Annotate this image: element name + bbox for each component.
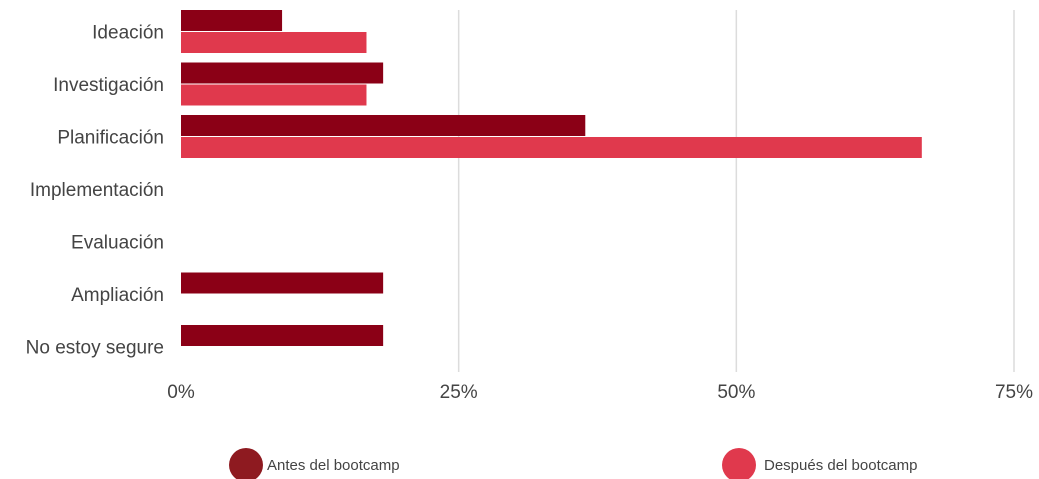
bar-antes xyxy=(181,325,384,346)
x-axis-tick-labels: 0% 25% 50% 75% xyxy=(167,382,1033,403)
category-labels: Ideación Investigación Planificación Implem… xyxy=(26,23,164,359)
bar-despues xyxy=(181,32,367,53)
x-tick-label: 0% xyxy=(167,382,195,403)
category-label: Investigación xyxy=(53,75,164,96)
bar-antes xyxy=(181,10,283,31)
x-tick-label: 75% xyxy=(995,382,1033,403)
bar-despues xyxy=(181,137,922,158)
legend-label: Después del bootcamp xyxy=(764,457,917,474)
bar-antes xyxy=(181,62,384,84)
bars xyxy=(181,10,922,346)
category-label: Implementación xyxy=(30,180,164,201)
x-tick-label: 25% xyxy=(440,382,478,403)
legend-swatch xyxy=(722,448,756,479)
category-label: Ideación xyxy=(92,23,164,44)
category-label: Evaluación xyxy=(71,233,164,254)
legend-swatch xyxy=(229,448,263,479)
category-label: Ampliación xyxy=(71,285,164,306)
legend-label: Antes del bootcamp xyxy=(267,457,400,474)
bar-despues xyxy=(181,84,367,106)
grid-lines xyxy=(457,10,1015,372)
bar-antes xyxy=(181,115,586,136)
category-label: Planificación xyxy=(57,128,164,149)
bar-antes xyxy=(181,272,384,294)
category-label: No estoy segure xyxy=(26,338,164,359)
x-tick-label: 50% xyxy=(717,382,755,403)
legend: Antes del bootcamp Después del bootcamp xyxy=(229,448,917,479)
